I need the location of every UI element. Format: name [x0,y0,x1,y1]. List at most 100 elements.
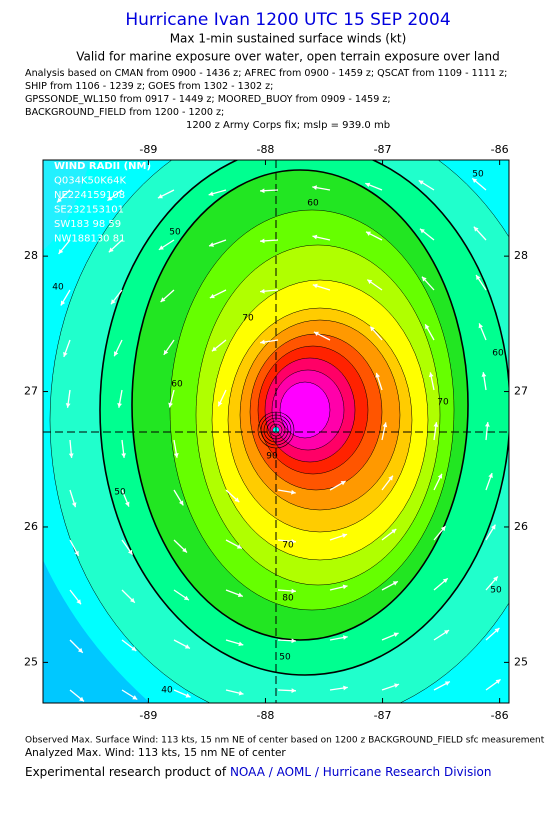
arrow-head [211,346,217,352]
arrow-head [158,245,164,250]
arrow-head [79,696,84,702]
arrow-head [291,688,296,693]
arrow-head [234,497,240,503]
arrow-head [74,550,79,556]
y-tick-label: 25 [24,655,38,668]
analyzed: Analyzed Max. Wind: 113 kts, 15 nm NE of… [25,747,286,759]
arrow-head [71,502,77,508]
x-tick-label: -87 [374,143,392,156]
arrow-head [472,178,478,183]
contour-label: 90 [266,452,278,462]
x-tick-label: -86 [491,143,509,156]
arrow-head [209,293,215,299]
arrow-head [208,191,214,196]
wind-radii: NW188130 81 [54,234,125,245]
arrow-head [107,196,113,201]
arrow-head [132,695,138,700]
contour-label: 40 [161,686,173,696]
arrow-head [129,597,135,603]
wind-band [279,381,331,439]
arrow-head [342,584,348,590]
arrow-head [173,453,179,458]
arrow-head [418,180,424,185]
arrow-head [473,226,479,232]
arrow-head [419,228,425,234]
arrow-head [444,681,450,686]
arrow-head [121,453,126,458]
arrow-head [238,690,244,696]
arrow-head [340,481,346,486]
arrow-head [428,372,434,378]
arrow-head [481,372,487,377]
y-tick-label: 27 [24,385,38,398]
arrow-head [394,683,400,688]
arrow-head [312,283,318,289]
arrow-head [60,300,66,306]
y-tick-label: 26 [514,520,528,533]
arrow-head [65,403,71,408]
x-tick-label: -86 [491,709,509,722]
contour-label: 60 [307,199,319,209]
arrow-head [178,500,184,506]
x-tick-label: -89 [139,143,157,156]
x-tick-label: -87 [374,709,392,722]
y-tick-label: 25 [514,655,528,668]
arrow-head [425,324,430,330]
arrow-head [365,182,371,188]
arrow-head [440,526,446,532]
arrow-head [484,422,490,427]
arrow-head [391,529,397,534]
observed: Observed Max. Surface Wind: 113 kts, 15 … [25,736,545,746]
contour-label: 50 [490,586,502,596]
arrow-head [493,576,498,582]
arrow-head [117,402,122,408]
arrow-head [168,402,173,408]
arrow-head [393,632,399,637]
arrow-head [491,524,496,530]
arrow-head [433,422,439,427]
contour-label: 60 [171,380,183,390]
contour-label: 50 [279,653,291,663]
arrow-head [63,351,68,357]
arrow-head [77,647,83,653]
wind-radii: NE224159108 [54,190,125,201]
arrow-head [370,326,375,332]
arrow-head [236,544,242,549]
org: NOAA / AOML / Hurricane Research Divisio… [230,765,492,779]
arrow-head [388,475,393,481]
wind-radii: Q034K50K64K [54,176,127,187]
arrow-head [291,638,296,644]
contour-label: 70 [282,541,294,551]
subtitle: Max 1-min sustained surface winds (kt) [170,32,407,46]
arrow-head [260,188,265,194]
contour-label: 60 [492,349,504,359]
fix: 1200 z Army Corps fix; mslp = 939.0 mb [186,120,390,131]
arrow-head [218,401,223,407]
credit: Experimental research product of NOAA / … [25,765,492,779]
validity: Valid for marine exposure over water, op… [76,50,500,64]
arrow-head [382,422,388,428]
y-tick-label: 28 [514,249,528,262]
arrow-head [421,276,427,282]
analysis-line: SHIP from 1106 - 1239 z; GOES from 1302 … [25,81,273,92]
arrow-head [163,349,169,355]
arrow-head [342,533,348,538]
y-tick-label: 27 [514,385,528,398]
analysis-line: BACKGROUND_FIELD from 1200 - 1200 z; [25,107,224,118]
arrow-head [110,299,116,305]
arrow-head [495,679,501,684]
arrow-head [367,279,373,285]
arrow-head [392,581,398,586]
analysis-line: Analysis based on CMAN from 0900 - 1436 … [25,68,507,79]
arrow-head [312,234,318,240]
credit-text: Experimental research product of [25,765,227,779]
arrow-head [442,578,448,584]
arrow-head [108,247,114,253]
contour-label: 40 [52,283,64,293]
contour-label: 80 [282,594,294,604]
title: Hurricane Ivan 1200 UTC 15 SEP 2004 [125,10,450,30]
arrow-head [488,473,493,478]
wind-radii: SW183 98 59 [54,219,121,230]
